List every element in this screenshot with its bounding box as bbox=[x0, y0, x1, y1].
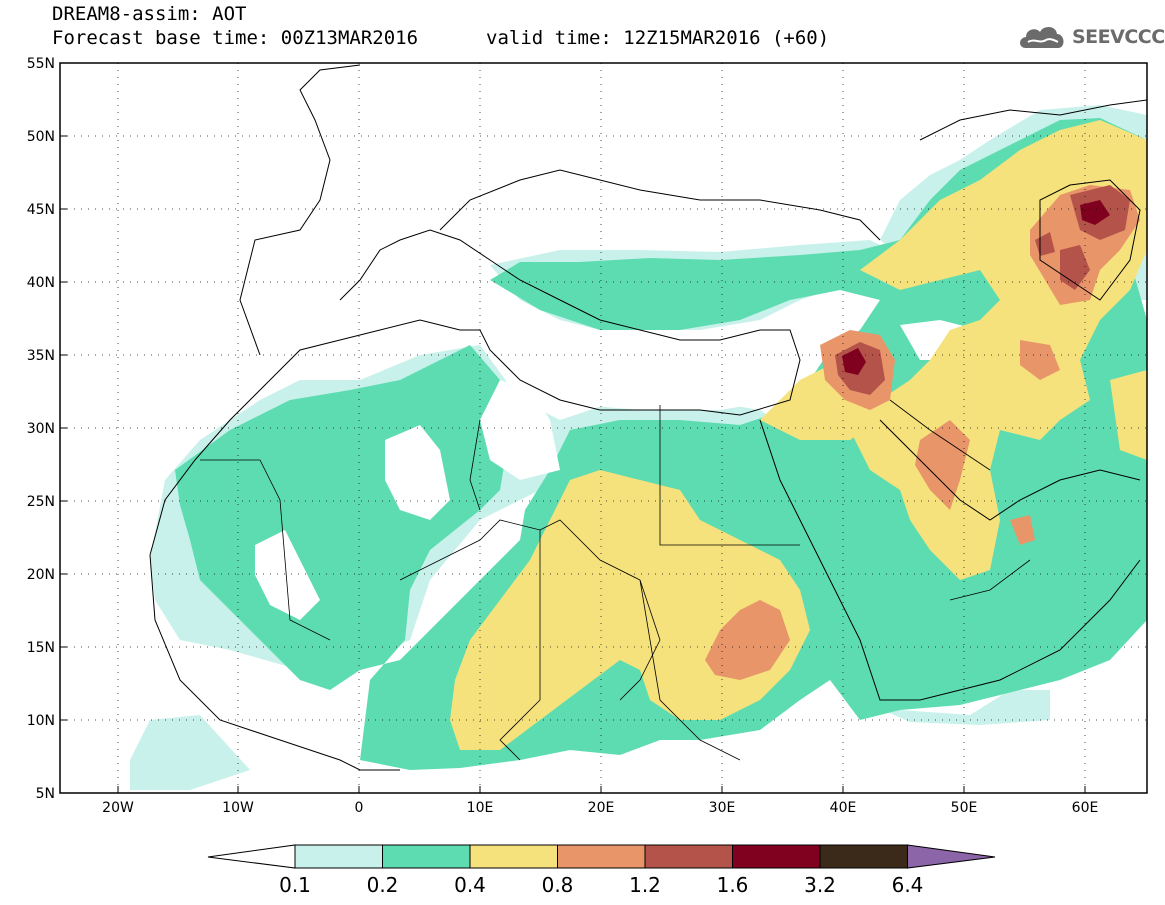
aot-band-1.6 bbox=[842, 200, 1110, 375]
lat-label: 30N bbox=[27, 421, 55, 437]
forecast-base-time: Forecast base time: 00Z13MAR2016 bbox=[52, 27, 419, 49]
latitude-labels: 55N 50N 45N 40N 35N 30N 25N 20N 15N 10N … bbox=[27, 56, 55, 802]
lat-label: 10N bbox=[27, 713, 55, 729]
lon-label: 60E bbox=[1072, 800, 1099, 816]
axis-ticks bbox=[60, 135, 1086, 793]
borders bbox=[200, 399, 1031, 761]
lon-label: 0 bbox=[355, 800, 364, 816]
lon-label: 40E bbox=[830, 800, 857, 816]
colorbar-segment bbox=[732, 844, 821, 869]
lon-label: 10W bbox=[222, 800, 254, 816]
lat-label: 40N bbox=[27, 275, 55, 291]
lat-label: 50N bbox=[27, 129, 55, 145]
colorbar-right-arrow bbox=[907, 844, 996, 869]
cloud-icon bbox=[1020, 26, 1064, 48]
colorbar-segment bbox=[469, 844, 558, 869]
colorbar-segment bbox=[382, 844, 471, 869]
colorbar-label: 6.4 bbox=[892, 873, 924, 897]
valid-time: valid time: 12Z15MAR2016 (+60) bbox=[486, 27, 830, 49]
lat-label: 55N bbox=[27, 56, 55, 72]
colorbar-segment bbox=[557, 844, 646, 869]
coastlines bbox=[149, 64, 1147, 771]
lon-label: 30E bbox=[709, 800, 736, 816]
map-title: DREAM8-assim: AOT bbox=[52, 3, 247, 25]
lat-label: 45N bbox=[27, 202, 55, 218]
colorbar-label: 0.2 bbox=[367, 873, 399, 897]
colorbar-label: 0.4 bbox=[454, 873, 486, 897]
colorbar-left-arrow bbox=[207, 844, 296, 869]
lon-label: 20W bbox=[102, 800, 134, 816]
colorbar-segment bbox=[294, 844, 383, 869]
colorbar-segment bbox=[819, 844, 908, 869]
lon-label: 10E bbox=[467, 800, 494, 816]
gridlines bbox=[60, 63, 1147, 793]
colorbar-label: 0.1 bbox=[279, 873, 311, 897]
logo-text: SEEVCCC bbox=[1072, 26, 1165, 48]
colorbar-label: 3.2 bbox=[804, 873, 836, 897]
lat-label: 15N bbox=[27, 640, 55, 656]
colorbar-label: 1.6 bbox=[717, 873, 749, 897]
seevccc-logo: SEEVCCC bbox=[1016, 22, 1165, 52]
lat-label: 35N bbox=[27, 348, 55, 364]
lat-label: 20N bbox=[27, 567, 55, 583]
lat-label: 25N bbox=[27, 494, 55, 510]
lon-label: 20E bbox=[588, 800, 615, 816]
lat-label: 5N bbox=[36, 786, 55, 802]
longitude-labels: 20W 10W 0 10E 20E 30E 40E 50E 60E bbox=[102, 800, 1098, 816]
lon-label: 50E bbox=[951, 800, 978, 816]
colorbar: 0.1 0.2 0.4 0.8 1.2 1.6 3.2 6.4 bbox=[207, 844, 996, 897]
aot-field bbox=[60, 63, 1147, 793]
colorbar-label: 0.8 bbox=[542, 873, 574, 897]
colorbar-segment bbox=[644, 844, 733, 869]
colorbar-label: 1.2 bbox=[629, 873, 661, 897]
